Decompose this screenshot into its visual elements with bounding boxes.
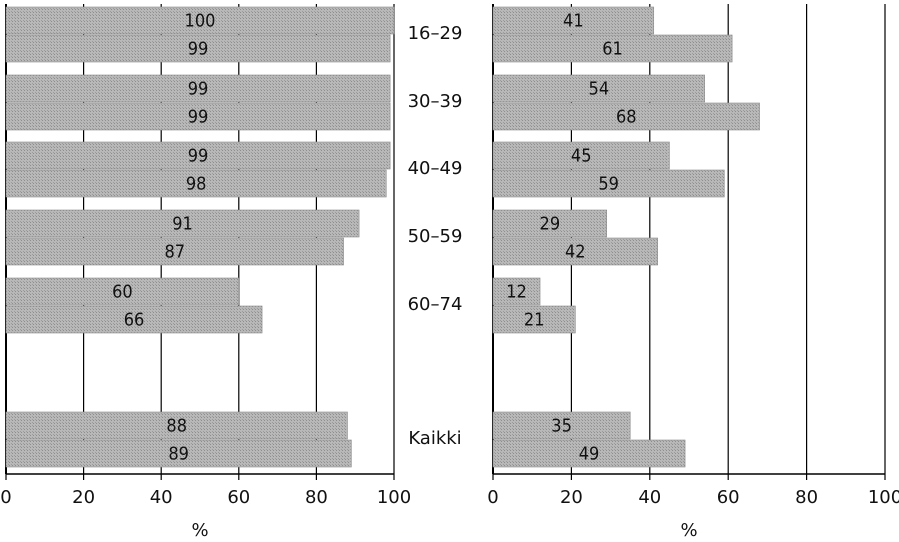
category-label: Kaikki [408,428,461,449]
x-tick-label: 40 [638,487,661,508]
bar-value-label: 29 [540,214,561,235]
bar [5,169,387,198]
x-tick-label: 80 [795,487,818,508]
x-tick-label: 80 [305,487,328,508]
bar-value-label: 12 [506,282,527,303]
bar-value-label: 99 [188,39,209,60]
bar-value-label: 99 [188,146,209,167]
bar [5,439,352,468]
bar-value-label: 35 [551,416,572,437]
left-panel: 0 20 40 60 80 100% 100 99 99 99 99 98 91 87 60 66 88 89 [0,4,411,541]
bar [5,209,360,238]
category-label: 30–39 [408,91,463,112]
x-axis-label: % [680,520,697,541]
bar [5,102,391,131]
bar [492,305,576,334]
x-tick-label: 20 [560,487,583,508]
x-tick-label: 60 [717,487,740,508]
bar [5,277,240,306]
x-tick-label: 100 [868,487,899,508]
x-tick-label: 100 [377,487,411,508]
bar-value-label: 89 [168,444,189,465]
bar [492,439,686,468]
bar [5,411,348,440]
bar-value-label: 100 [185,11,216,32]
bar-value-label: 61 [602,39,623,60]
x-tick-label: 20 [72,487,95,508]
bar-value-label: 42 [565,242,586,263]
bar [492,209,607,238]
bar-value-label: 60 [112,282,133,303]
bar [5,34,391,63]
category-labels: 16–29 30–39 40–49 50–59 60–74 Kaikki [408,23,463,449]
category-label: 50–59 [408,226,463,247]
bar-value-label: 21 [524,310,545,331]
x-tick-label: 0 [487,487,498,508]
bar [5,141,391,170]
x-tick-label: 60 [227,487,250,508]
bar-value-label: 59 [598,174,619,195]
bar [492,141,670,170]
bar-value-label: 45 [571,146,592,167]
x-tick-label: 0 [0,487,11,508]
bar-value-label: 54 [589,79,610,100]
bar [492,74,705,103]
bar-value-label: 87 [164,242,185,263]
bar [5,6,395,35]
bar [492,277,541,306]
category-label: 16–29 [408,23,463,44]
category-label: 40–49 [408,158,463,179]
bar-value-label: 99 [188,107,209,128]
x-axis-label: % [191,520,208,541]
bar [5,237,344,266]
bar [5,74,391,103]
category-label: 60–74 [408,294,463,315]
bar-value-label: 99 [188,79,209,100]
bar-value-label: 49 [579,444,600,465]
bar-value-label: 91 [172,214,193,235]
bar-value-label: 41 [563,11,584,32]
bar [492,34,733,63]
bar [492,6,655,35]
bar-value-label: 68 [616,107,637,128]
bar [492,237,658,266]
bar [5,305,263,334]
bar [492,102,760,131]
bar [492,411,631,440]
bar-value-label: 88 [166,416,187,437]
bar [492,169,725,198]
bar-value-label: 98 [186,174,207,195]
bar-value-label: 66 [124,310,145,331]
x-tick-label: 40 [150,487,173,508]
